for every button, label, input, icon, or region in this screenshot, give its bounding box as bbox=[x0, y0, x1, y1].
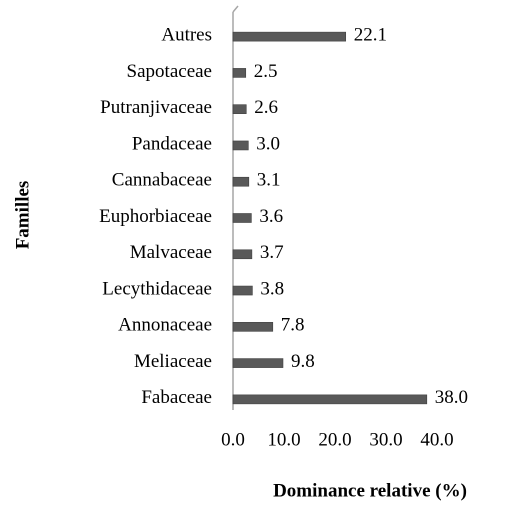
bar bbox=[232, 31, 347, 42]
value-label: 2.5 bbox=[254, 61, 278, 82]
bar bbox=[232, 394, 428, 405]
value-label: 3.1 bbox=[257, 170, 281, 191]
bar bbox=[232, 68, 247, 78]
value-label: 3.0 bbox=[256, 133, 280, 154]
value-label: 3.7 bbox=[260, 242, 284, 263]
value-label: 22.1 bbox=[354, 24, 387, 45]
y-tick-label: Meliaceae bbox=[134, 351, 212, 372]
y-tick-label: Fabaceae bbox=[141, 387, 212, 408]
bar bbox=[232, 176, 250, 187]
y-tick-label: Lecythidaceae bbox=[102, 278, 212, 299]
y-tick-label: Cannabaceae bbox=[112, 170, 212, 191]
y-tick-label: Sapotaceae bbox=[127, 61, 212, 82]
x-tick-label: 30.0 bbox=[369, 429, 402, 450]
x-tick-label: 40.0 bbox=[420, 429, 453, 450]
y-tick-label: Annonaceae bbox=[118, 315, 212, 336]
value-label: 3.6 bbox=[259, 206, 283, 227]
bar bbox=[232, 358, 284, 368]
value-label: 38.0 bbox=[435, 387, 468, 408]
bar bbox=[232, 285, 253, 296]
y-tick-label: Putranjivaceae bbox=[100, 97, 212, 118]
value-label: 2.6 bbox=[254, 97, 278, 118]
x-tick-label: 20.0 bbox=[318, 429, 351, 450]
bar bbox=[232, 213, 252, 223]
y-axis-title: Familles bbox=[12, 181, 33, 250]
bar bbox=[232, 104, 247, 114]
y-tick-label: Euphorbiaceae bbox=[99, 206, 212, 227]
x-axis-title: Dominance relative (%) bbox=[273, 480, 467, 501]
y-axis-depth bbox=[232, 5, 239, 13]
x-tick-label: 10.0 bbox=[267, 429, 300, 450]
value-label: 7.8 bbox=[281, 315, 305, 336]
y-tick-label: Malvaceae bbox=[130, 242, 212, 263]
x-tick-label: 0.0 bbox=[221, 429, 245, 450]
value-label: 3.8 bbox=[260, 278, 284, 299]
bar bbox=[232, 140, 249, 151]
y-tick-label: Pandaceae bbox=[132, 133, 212, 154]
bar bbox=[232, 322, 274, 332]
bar bbox=[232, 249, 253, 260]
value-label: 9.8 bbox=[291, 351, 315, 372]
y-tick-label: Autres bbox=[161, 24, 212, 45]
